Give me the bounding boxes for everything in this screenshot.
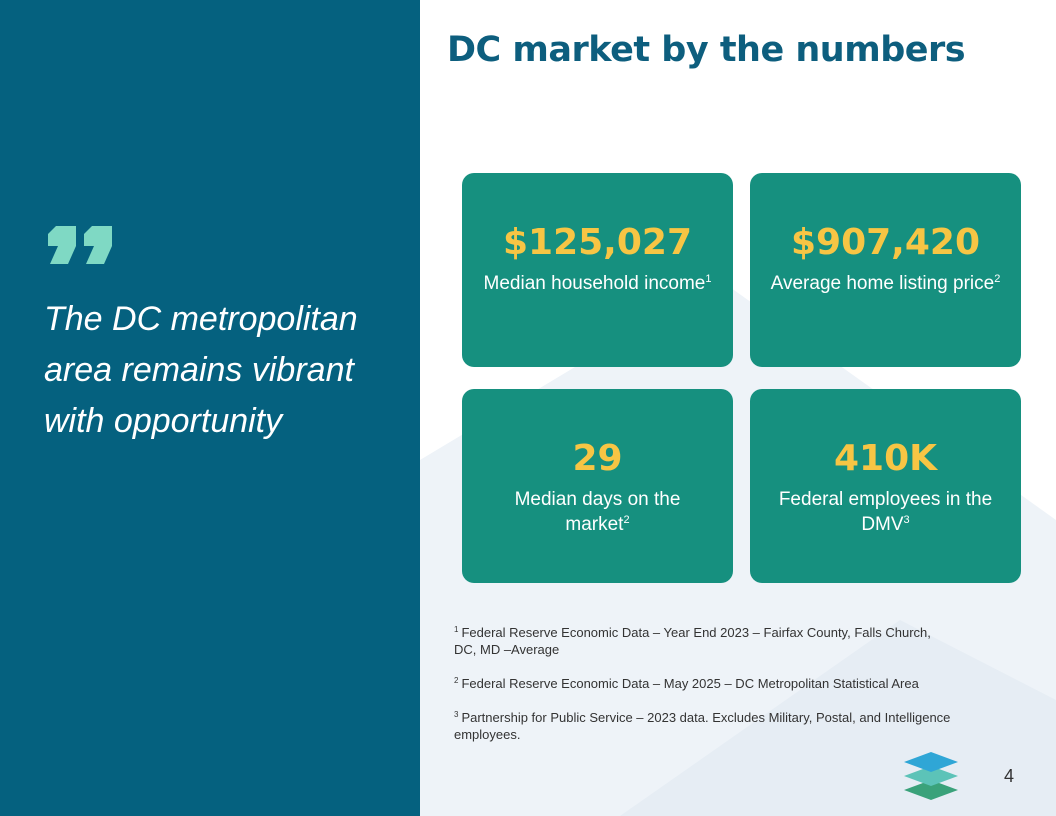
stat-value: $907,420 bbox=[790, 222, 981, 263]
bg-shape bbox=[620, 620, 1056, 816]
stat-label-text: Average home listing price bbox=[770, 273, 995, 294]
stat-value: 29 bbox=[572, 438, 623, 479]
logo bbox=[904, 752, 958, 800]
footnote-marker: 2 bbox=[454, 676, 459, 685]
stat-card: $907,420 Average home listing price2 bbox=[750, 173, 1021, 367]
quote: The DC metropolitan area remains vibrant… bbox=[44, 300, 358, 440]
stat-label: Median days on the market2 bbox=[483, 487, 713, 537]
footnotes: 1 Federal Reserve Economic Data – Year En… bbox=[454, 624, 954, 760]
stat-card: 29 Median days on the market2 bbox=[462, 389, 733, 583]
footnote-marker: 1 bbox=[454, 625, 459, 634]
quote-icon bbox=[48, 226, 112, 264]
footnote: 2 Federal Reserve Economic Data – May 202… bbox=[454, 675, 954, 692]
stat-note: 1 bbox=[705, 273, 712, 285]
footnote-text: Federal Reserve Economic Data – May 2025… bbox=[461, 676, 919, 691]
footnote-text: Partnership for Public Service – 2023 da… bbox=[454, 710, 951, 742]
footnote: 1 Federal Reserve Economic Data – Year En… bbox=[454, 624, 954, 658]
stat-note: 2 bbox=[623, 514, 630, 526]
stat-label-text: Median days on the market bbox=[514, 489, 681, 535]
stat-label: Federal employees in the DMV3 bbox=[771, 487, 1001, 537]
stat-label-text: Federal employees in the DMV bbox=[778, 489, 993, 535]
stat-value: $125,027 bbox=[502, 222, 693, 263]
stat-label: Median household income1 bbox=[483, 271, 713, 296]
stat-label: Average home listing price2 bbox=[771, 271, 1001, 296]
footnote-marker: 3 bbox=[454, 710, 459, 719]
side-panel bbox=[0, 0, 420, 816]
stat-note: 2 bbox=[994, 273, 1001, 285]
footnote: 3 Partnership for Public Service – 2023 d… bbox=[454, 709, 954, 743]
footnote-text: Federal Reserve Economic Data – Year End… bbox=[454, 625, 931, 657]
stat-card: 410K Federal employees in the DMV3 bbox=[750, 389, 1021, 583]
title: DC market by the numbers bbox=[447, 30, 966, 70]
stat-card: $125,027 Median household income1 bbox=[462, 173, 733, 367]
stat-value: 410K bbox=[833, 438, 938, 479]
stat-note: 3 bbox=[903, 514, 910, 526]
stat-label-text: Median household income bbox=[483, 273, 706, 294]
page-number: 4 bbox=[1004, 766, 1015, 786]
